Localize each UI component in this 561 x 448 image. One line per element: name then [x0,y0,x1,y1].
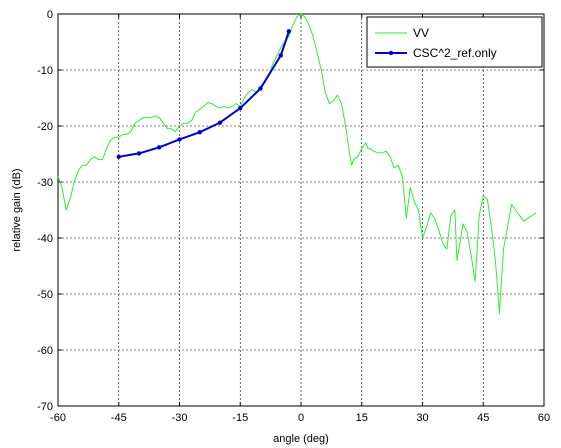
x-tick-label: -30 [172,412,188,424]
x-tick-label: 0 [298,412,304,424]
y-tick-label: -30 [37,177,53,189]
data-point [136,151,142,156]
y-tick-label: -50 [37,289,53,301]
x-tick-label: 15 [356,412,368,424]
y-tick-label: -70 [37,401,53,413]
data-point [157,145,162,150]
y-tick-label: -60 [37,345,53,357]
series-line-0 [57,13,537,315]
x-axis-label: angle (deg) [273,433,329,445]
grid [58,14,544,406]
series-group [57,13,537,315]
x-tick-label: 45 [477,412,489,424]
x-tick-label: -15 [232,412,248,424]
data-point [286,29,292,34]
data-point [278,53,283,58]
data-point [258,86,263,91]
y-tick-label: -40 [37,233,53,245]
data-point [197,129,202,135]
x-tick-label: -60 [50,412,66,424]
x-tick-label: 30 [416,412,428,424]
data-point [217,120,223,125]
data-point [116,154,121,159]
legend-box [366,16,543,68]
data-point [238,105,243,111]
axis-ticks: -60 -45 -30 -15 0 15 30 45 60 0 -10 -20 -30 -40 -50 -60… [37,9,550,424]
series-line-1 [118,31,290,158]
y-tick-label: -20 [37,121,53,133]
legend-label-csc2: CSC^2_ref.only [413,46,497,60]
legend: VV CSC^2_ref.only [366,16,543,68]
legend-label-vv: VV [413,26,429,40]
y-tick-label: -10 [37,65,53,77]
x-tick-label: 60 [538,412,550,424]
y-tick-label: 0 [47,9,53,21]
legend-marker-csc2 [388,50,394,56]
y-axis-label: relative gain (dB) [11,168,23,251]
x-tick-label: -45 [111,412,127,424]
data-point [177,137,182,142]
